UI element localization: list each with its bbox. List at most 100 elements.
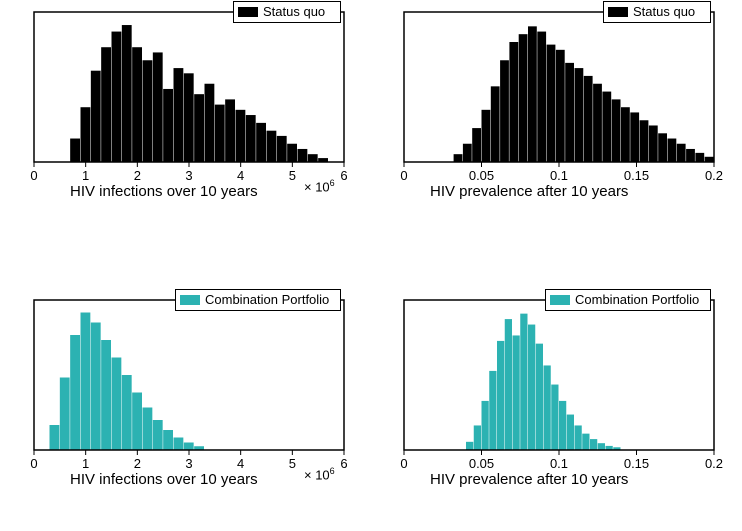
- bar: [143, 60, 153, 162]
- legend-label: Combination Portfolio: [575, 292, 699, 307]
- legend-top-left: Status quo: [233, 1, 341, 23]
- bar: [528, 325, 535, 450]
- bar: [556, 50, 565, 162]
- legend-label: Status quo: [263, 4, 325, 19]
- legend-label: Combination Portfolio: [205, 292, 329, 307]
- bar: [695, 153, 704, 162]
- xtick-label: 1: [82, 168, 89, 183]
- bar: [551, 385, 558, 450]
- xtick-label: 1: [82, 456, 89, 471]
- bar: [101, 340, 111, 450]
- legend-swatch: [180, 295, 200, 305]
- bar: [277, 136, 287, 162]
- xtick-label: 6: [340, 168, 347, 183]
- bar: [519, 34, 528, 162]
- legend-bottom-right: Combination Portfolio: [545, 289, 711, 311]
- bar: [649, 125, 658, 162]
- legend-label: Status quo: [633, 4, 695, 19]
- bar: [621, 107, 630, 162]
- xtick-label: 3: [185, 168, 192, 183]
- legend-bottom-left: Combination Portfolio: [175, 289, 341, 311]
- bar: [567, 415, 574, 450]
- xtick-label: 0.05: [469, 168, 494, 183]
- bar: [575, 425, 582, 450]
- bar: [454, 154, 463, 162]
- bar: [472, 128, 481, 162]
- bar: [630, 112, 639, 162]
- bar: [163, 430, 173, 450]
- bar: [174, 68, 184, 162]
- bar: [112, 358, 122, 451]
- bar: [70, 335, 80, 450]
- bar: [482, 110, 491, 162]
- bar: [91, 71, 101, 162]
- bar: [536, 344, 543, 450]
- bar: [640, 120, 649, 162]
- xtick-label: 0: [400, 168, 407, 183]
- bar: [205, 84, 215, 162]
- bar: [298, 149, 308, 162]
- bar: [658, 133, 667, 162]
- bar: [236, 110, 246, 162]
- bar: [122, 25, 132, 162]
- chart-top-right: 0 0.05 0.1 0.15 0.2: [384, 7, 734, 197]
- xtick-label: 0.1: [550, 456, 568, 471]
- xtick-label: 4: [237, 168, 244, 183]
- bar: [101, 47, 111, 162]
- bar: [287, 144, 297, 162]
- xtick-label: 4: [237, 456, 244, 471]
- xtick-label: 0: [400, 456, 407, 471]
- bar: [497, 341, 504, 450]
- xtick-label: 0.15: [624, 456, 649, 471]
- xtick-label: 0.05: [469, 456, 494, 471]
- bar: [81, 313, 91, 451]
- bar: [582, 434, 589, 450]
- xtick-label: 0.2: [705, 168, 723, 183]
- bar: [598, 443, 605, 450]
- chart-bottom-left: 0123456: [14, 295, 364, 485]
- xtick-label: 0.1: [550, 168, 568, 183]
- bar: [194, 94, 204, 162]
- x-exponent-bottom-left: × 106: [304, 466, 335, 482]
- bar: [163, 89, 173, 162]
- bar: [686, 149, 695, 162]
- bar: [466, 442, 473, 450]
- bar: [70, 139, 80, 162]
- bar: [153, 420, 163, 450]
- bar: [705, 157, 714, 162]
- bar: [112, 32, 122, 162]
- bar: [593, 84, 602, 162]
- bar: [491, 86, 500, 162]
- bar: [143, 408, 153, 451]
- bar: [50, 425, 60, 450]
- bar: [256, 123, 266, 162]
- bar: [590, 439, 597, 450]
- xlabel-bottom-left: HIV infections over 10 years: [70, 471, 258, 488]
- bar: [602, 92, 611, 162]
- bar: [677, 144, 686, 162]
- chart-bottom-right: 00.050.10.150.2: [384, 295, 734, 485]
- bar: [308, 154, 318, 162]
- xlabel-top-right: HIV prevalence after 10 years: [430, 183, 628, 200]
- bar: [184, 443, 194, 451]
- chart-top-left: 0123456: [14, 7, 364, 197]
- xtick-label: 3: [185, 456, 192, 471]
- xtick-label: 0.15: [624, 168, 649, 183]
- bar: [575, 68, 584, 162]
- xtick-label: 0: [30, 168, 37, 183]
- bar: [544, 365, 551, 450]
- bar: [489, 371, 496, 450]
- bar: [520, 314, 527, 450]
- bar: [482, 401, 489, 450]
- xlabel-bottom-right: HIV prevalence after 10 years: [430, 471, 628, 488]
- legend-swatch: [238, 7, 258, 17]
- bar: [559, 401, 566, 450]
- bar: [184, 73, 194, 162]
- bar: [122, 375, 132, 450]
- legend-top-right: Status quo: [603, 1, 711, 23]
- bar: [463, 144, 472, 162]
- bar: [612, 99, 621, 162]
- x-exponent-sup: 6: [330, 178, 335, 188]
- bar: [132, 47, 142, 162]
- bar: [474, 425, 481, 450]
